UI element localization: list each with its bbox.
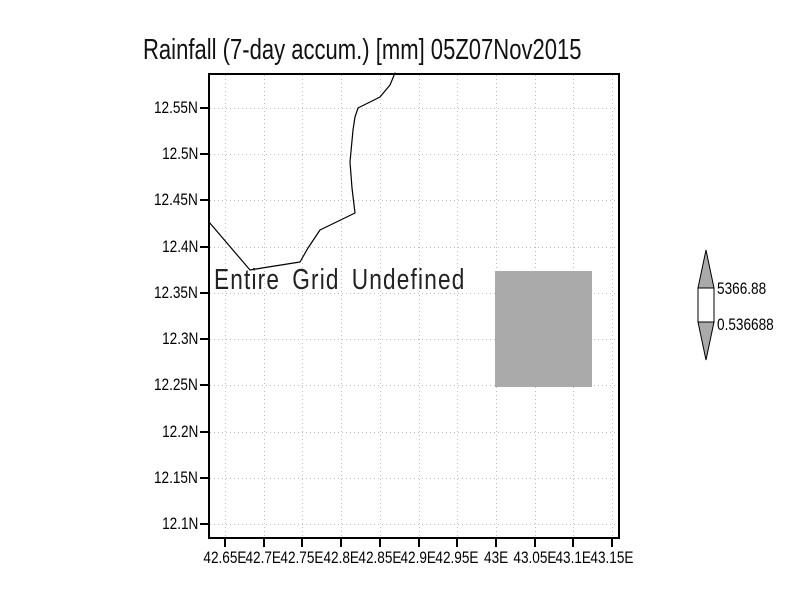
plot-title: Rainfall (7-day accum.) [mm] 05Z07Nov201…	[143, 34, 582, 66]
colorbar	[697, 249, 715, 361]
gridline-horizontal	[210, 385, 618, 387]
lat-tick-mark	[200, 245, 209, 248]
gridline-vertical	[225, 75, 226, 537]
lon-tick-mark	[340, 538, 343, 547]
lon-tick-mark	[533, 538, 536, 547]
gridline-horizontal	[210, 339, 618, 341]
lat-tick-label-text: 12.5N	[161, 144, 198, 164]
lon-tick-mark	[417, 538, 420, 547]
lon-tick-label-text: 42.65E	[203, 548, 247, 567]
lon-tick-label: 42.7E	[232, 549, 296, 567]
gridline-vertical	[495, 75, 497, 537]
lat-tick-label-text: 12.45N	[154, 190, 198, 210]
lon-tick-label: 42.85E	[348, 549, 412, 567]
lon-tick-label: 42.95E	[425, 549, 489, 567]
gridline-horizontal	[210, 292, 618, 294]
lon-tick-label: 42.75E	[270, 549, 334, 567]
lat-tick-mark	[200, 153, 209, 156]
lat-tick-label: 12.2N	[120, 421, 198, 441]
colorbar-max-label: 5366.88	[717, 279, 767, 298]
lon-tick-label: 42.65E	[193, 549, 257, 567]
lat-tick-label: 12.15N	[120, 467, 198, 487]
lat-tick-mark	[200, 430, 209, 433]
lon-tick-label: 43E	[464, 549, 528, 567]
lat-tick-label-text: 12.25N	[154, 375, 198, 395]
gridline-vertical	[418, 75, 420, 537]
gridline-horizontal	[210, 108, 618, 109]
gridline-vertical	[612, 75, 613, 537]
gridline-horizontal	[210, 154, 618, 156]
lon-tick-mark	[378, 538, 381, 547]
lat-tick-mark	[200, 291, 209, 294]
lat-tick-mark	[200, 384, 209, 387]
lon-tick-label: 42.8E	[309, 549, 373, 567]
lat-tick-mark	[200, 522, 209, 525]
lat-tick-label: 12.55N	[120, 99, 198, 117]
lat-tick-label-text: 12.3N	[161, 329, 198, 349]
lon-tick-label: 43.1E	[541, 549, 605, 567]
lat-tick-mark	[200, 199, 209, 202]
colorbar-down-arrow	[697, 321, 715, 361]
lat-tick-label: 12.45N	[120, 191, 198, 209]
lat-tick-label: 12.5N	[120, 145, 198, 163]
lon-tick-label: 43.15E	[580, 549, 644, 567]
lat-tick-mark	[200, 107, 209, 109]
lon-tick-label-text: 42.8E	[323, 548, 359, 567]
lon-tick-label-text: 42.75E	[280, 548, 324, 567]
lat-tick-mark	[200, 476, 209, 479]
lon-tick-label: 43.05E	[503, 549, 567, 567]
lon-tick-mark	[572, 538, 575, 547]
lat-tick-label: 12.4N	[120, 236, 198, 256]
lat-tick-label: 12.3N	[120, 330, 198, 348]
colorbar-box	[697, 287, 715, 323]
lon-tick-label-text: 42.95E	[435, 548, 479, 567]
lat-tick-label: 12.1N	[120, 513, 198, 533]
gridline-horizontal	[210, 200, 618, 202]
lon-tick-mark	[224, 538, 226, 547]
undefined-grid-label: Entire Grid Undefined	[214, 264, 466, 296]
lon-tick-label: 42.9E	[387, 549, 451, 567]
gridline-horizontal	[210, 431, 618, 433]
lat-tick-label: 12.25N	[120, 376, 198, 394]
lon-tick-label-text: 43.05E	[513, 548, 557, 567]
colorbar-up-arrow	[697, 249, 715, 289]
gridline-horizontal	[210, 246, 618, 248]
map-frame	[208, 73, 620, 539]
gridline-vertical	[573, 75, 575, 537]
gridline-vertical	[302, 75, 304, 537]
lat-tick-label-text: 12.4N	[161, 236, 198, 256]
lon-tick-label-text: 43.1E	[555, 548, 592, 567]
lon-tick-mark	[262, 538, 265, 547]
lon-tick-label-text: 42.85E	[358, 548, 402, 567]
lat-tick-label-text: 12.55N	[154, 98, 198, 117]
lat-tick-label-text: 12.1N	[161, 513, 198, 533]
gridline-vertical	[457, 75, 459, 537]
lon-tick-label-text: 42.9E	[400, 548, 437, 567]
lat-tick-label-text: 12.35N	[154, 282, 198, 302]
lon-tick-mark	[456, 538, 459, 547]
gridline-horizontal	[210, 523, 618, 525]
lon-tick-mark	[301, 538, 304, 547]
gridline-horizontal	[210, 477, 618, 479]
colorbar-min-label: 0.536688	[717, 315, 774, 334]
lon-tick-mark	[494, 538, 497, 547]
gridline-vertical	[263, 75, 265, 537]
gridline-vertical	[534, 75, 536, 537]
lat-tick-mark	[200, 338, 209, 341]
lat-tick-label: 12.35N	[120, 282, 198, 302]
lat-tick-label-text: 12.15N	[154, 467, 198, 487]
lon-tick-label-text: 42.7E	[245, 548, 282, 567]
lon-tick-label-text: 43E	[483, 548, 508, 567]
gridline-vertical	[379, 75, 381, 537]
lat-tick-label-text: 12.2N	[161, 421, 198, 441]
lon-tick-mark	[611, 538, 613, 547]
gridline-vertical	[341, 75, 343, 537]
lon-tick-label-text: 43.15E	[590, 548, 634, 567]
